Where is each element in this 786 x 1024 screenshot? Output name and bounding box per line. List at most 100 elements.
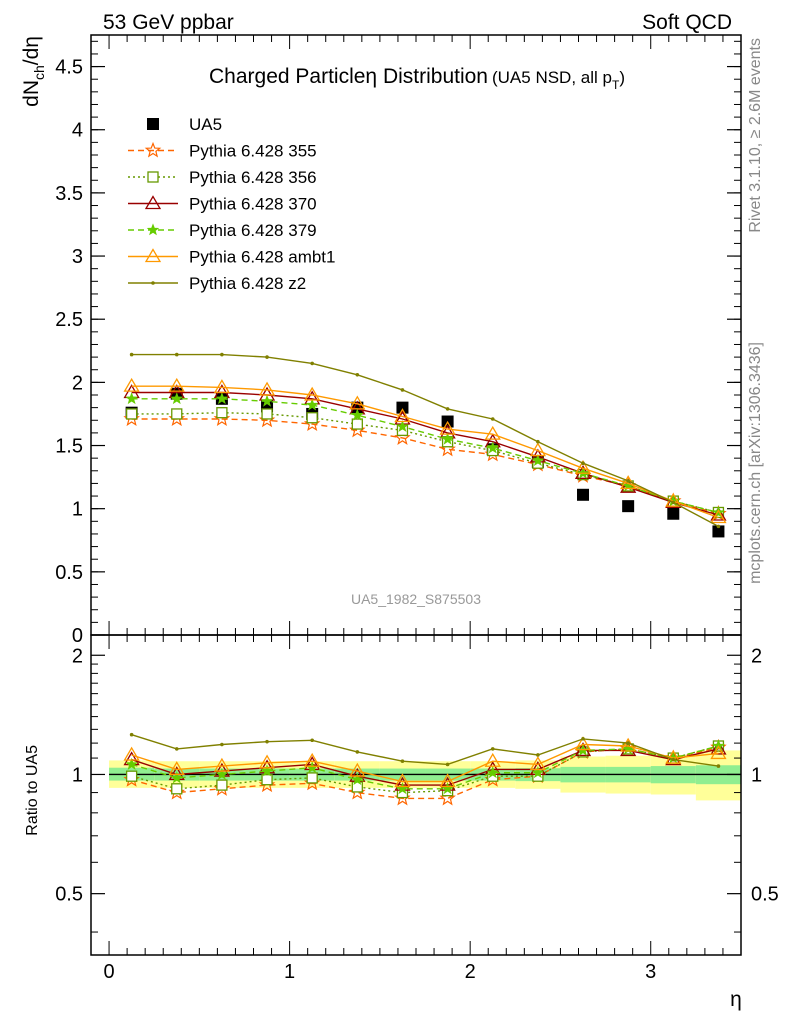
data-point — [620, 478, 637, 493]
data-point — [171, 408, 183, 420]
ratio-point — [439, 773, 456, 788]
series-line — [131, 385, 719, 519]
legend-label: Pythia 6.428 370 — [189, 195, 317, 214]
legend-marker — [146, 223, 160, 236]
data-point — [396, 401, 409, 414]
ratio-point — [710, 745, 727, 760]
data-point — [484, 425, 501, 440]
data-point — [574, 459, 592, 474]
data-point — [129, 352, 134, 357]
ratio-point — [400, 759, 405, 764]
ratio-point — [171, 783, 183, 795]
data-point — [258, 381, 276, 396]
ratio-point — [220, 742, 224, 747]
data-point — [667, 507, 680, 520]
ratio-point — [304, 752, 321, 767]
main-y-tick-label: 1 — [72, 499, 83, 521]
data-point — [394, 408, 411, 423]
ratio-point — [258, 754, 276, 769]
main-y-tick-label: 4.5 — [55, 57, 83, 79]
data-point — [710, 509, 727, 524]
ratio-point — [665, 749, 682, 764]
data-point — [168, 377, 185, 392]
main-y-tick-label: 1.5 — [55, 436, 83, 458]
ratio-point — [671, 757, 676, 762]
data-point — [125, 408, 138, 420]
data-point — [261, 408, 273, 420]
ratio-point — [490, 747, 495, 751]
series-line — [131, 418, 719, 515]
legend-marker — [144, 248, 162, 263]
data-point — [441, 432, 454, 445]
legend-marker — [144, 141, 162, 158]
data-point — [626, 479, 630, 483]
series-ua5 — [125, 387, 725, 538]
data-point — [220, 352, 224, 357]
data-point — [712, 525, 725, 538]
rivet-version-label: Rivet 3.1.10, ≥ 2.6M events — [747, 38, 764, 233]
ratio-point — [306, 772, 318, 784]
ratio-point — [123, 746, 140, 761]
ratio-point — [261, 774, 273, 786]
data-point — [125, 392, 138, 405]
data-point — [445, 407, 450, 411]
x-axis-label: η — [730, 988, 742, 1011]
ratio-point — [170, 771, 184, 784]
legend-marker — [147, 118, 159, 130]
ratio-point — [574, 736, 592, 751]
legend-entry: Pythia 6.428 370 — [128, 195, 317, 214]
data-point — [351, 408, 364, 421]
x-tick-label: 0 — [103, 961, 114, 983]
ratio-point — [215, 767, 229, 780]
ratio-line — [131, 748, 719, 786]
data-point — [486, 441, 500, 454]
main-y-tick-label: 0 — [72, 625, 83, 647]
ratio-line — [131, 734, 719, 767]
legend-label: UA5 — [189, 115, 222, 134]
ratio-series-pythia-6-428-z2 — [129, 732, 721, 768]
legend-label: Pythia 6.428 379 — [189, 221, 317, 240]
ratio-point — [260, 764, 274, 777]
data-point — [710, 506, 727, 521]
ratio-frame — [90, 634, 742, 956]
main-panel: 0 0.5 1 1.5 2 2.5 3 3.5 4 4.5 Charged Particleη D… — [20, 34, 742, 647]
ratio-point — [716, 764, 721, 768]
data-point — [351, 418, 363, 430]
legend-entry: UA5 — [147, 115, 222, 134]
ratio-y-axis-label: Ratio to UA5 — [24, 745, 41, 836]
ratio-y-tick-label: 1 — [72, 764, 83, 786]
ratio-point — [581, 737, 585, 741]
legend-marker — [147, 171, 159, 183]
series-line — [131, 411, 719, 514]
mcplots-label: mcplots.cern.ch [arXiv:1306.3436] — [747, 342, 764, 584]
main-y-tick-label: 0.5 — [55, 562, 83, 584]
ratio-point — [394, 773, 411, 788]
legend-entry: Pythia 6.428 ambt1 — [128, 248, 335, 267]
ratio-point — [349, 762, 366, 777]
ratio-point — [531, 766, 545, 779]
ratio-point — [174, 747, 179, 751]
legend: UA5 Pythia 6.428 355 Pythia 6.428 356 Pythi… — [128, 115, 335, 293]
legend-label: Pythia 6.428 356 — [189, 168, 317, 187]
ratio-y-tick-label: 2 — [72, 645, 83, 667]
series-pythia-6-428-379 — [125, 392, 725, 518]
legend-entry: Pythia 6.428 356 — [128, 168, 317, 187]
data-point — [174, 352, 179, 357]
ratio-point — [213, 757, 231, 772]
data-point — [490, 417, 495, 421]
legend-label: Pythia 6.428 355 — [189, 142, 317, 161]
ratio-point — [168, 761, 185, 776]
main-y-tick-label: 3 — [72, 246, 83, 268]
x-tick-label: 2 — [465, 961, 476, 983]
legend-marker — [151, 281, 155, 285]
legend-label: Pythia 6.428 ambt1 — [189, 248, 335, 267]
ratio-line — [131, 745, 719, 790]
data-point — [396, 419, 409, 432]
data-point — [400, 388, 405, 392]
data-point — [306, 412, 318, 424]
ratio-point — [536, 753, 540, 757]
series-pythia-6-428-370 — [123, 384, 727, 521]
series-pythia-6-428-z2 — [129, 352, 721, 529]
ratio-point — [129, 732, 134, 737]
data-point — [671, 500, 676, 505]
